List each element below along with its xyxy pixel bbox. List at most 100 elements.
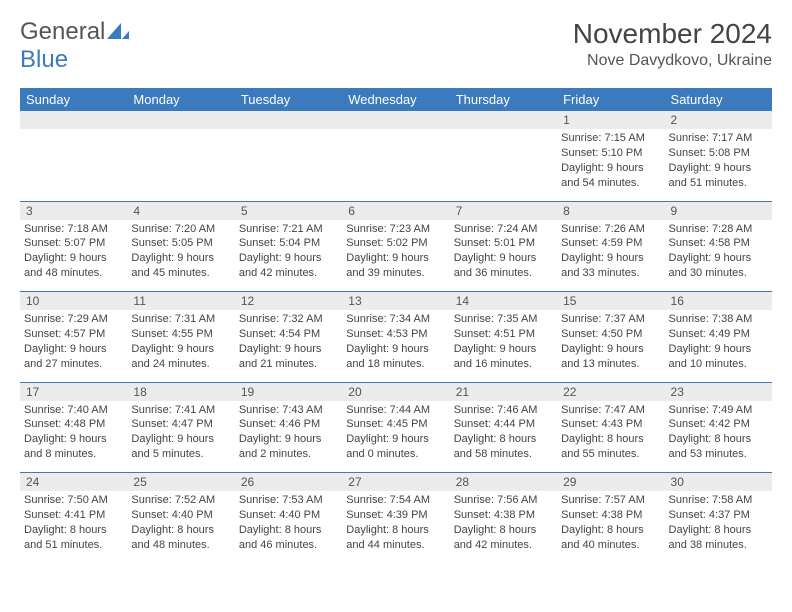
day-number: 8 <box>557 202 664 220</box>
daylight-text: Daylight: 9 hours and 30 minutes. <box>669 251 768 281</box>
daylight-text: Daylight: 8 hours and 42 minutes. <box>454 523 553 553</box>
day-cell: Sunrise: 7:18 AMSunset: 5:07 PMDaylight:… <box>20 220 127 292</box>
logo-text-blue: Blue <box>20 46 68 73</box>
sunrise-text: Sunrise: 7:40 AM <box>24 403 123 418</box>
logo-sail-icon <box>107 18 129 45</box>
day-cell: Sunrise: 7:43 AMSunset: 4:46 PMDaylight:… <box>235 401 342 473</box>
day-cell: Sunrise: 7:44 AMSunset: 4:45 PMDaylight:… <box>342 401 449 473</box>
day-cell: Sunrise: 7:35 AMSunset: 4:51 PMDaylight:… <box>450 310 557 382</box>
day-header: Saturday <box>665 88 772 111</box>
day-details: Sunrise: 7:32 AMSunset: 4:54 PMDaylight:… <box>235 310 342 375</box>
calendar-body: 12Sunrise: 7:15 AMSunset: 5:10 PMDayligh… <box>20 111 772 563</box>
sunset-text: Sunset: 5:04 PM <box>239 236 338 251</box>
daynum-cell: 17 <box>20 382 127 401</box>
day-cell: Sunrise: 7:56 AMSunset: 4:38 PMDaylight:… <box>450 491 557 563</box>
sunset-text: Sunset: 4:55 PM <box>131 327 230 342</box>
day-number: 10 <box>20 292 127 310</box>
day-number: 28 <box>450 473 557 491</box>
day-details: Sunrise: 7:26 AMSunset: 4:59 PMDaylight:… <box>557 220 664 285</box>
day-cell <box>450 129 557 201</box>
calendar-table: SundayMondayTuesdayWednesdayThursdayFrid… <box>20 88 772 563</box>
day-header: Tuesday <box>235 88 342 111</box>
daylight-text: Daylight: 8 hours and 46 minutes. <box>239 523 338 553</box>
day-body-row: Sunrise: 7:29 AMSunset: 4:57 PMDaylight:… <box>20 310 772 382</box>
sunset-text: Sunset: 4:49 PM <box>669 327 768 342</box>
day-number: 15 <box>557 292 664 310</box>
day-number: 1 <box>557 111 664 129</box>
daylight-text: Daylight: 8 hours and 51 minutes. <box>24 523 123 553</box>
sunrise-text: Sunrise: 7:58 AM <box>669 493 768 508</box>
daylight-text: Daylight: 9 hours and 27 minutes. <box>24 342 123 372</box>
day-number: 4 <box>127 202 234 220</box>
day-cell: Sunrise: 7:32 AMSunset: 4:54 PMDaylight:… <box>235 310 342 382</box>
daynum-cell <box>450 111 557 129</box>
day-cell: Sunrise: 7:24 AMSunset: 5:01 PMDaylight:… <box>450 220 557 292</box>
day-number <box>450 111 557 129</box>
day-number: 22 <box>557 383 664 401</box>
day-header: Wednesday <box>342 88 449 111</box>
daynum-cell: 1 <box>557 111 664 129</box>
day-cell: Sunrise: 7:28 AMSunset: 4:58 PMDaylight:… <box>665 220 772 292</box>
day-cell: Sunrise: 7:21 AMSunset: 5:04 PMDaylight:… <box>235 220 342 292</box>
day-details <box>342 129 449 135</box>
sunrise-text: Sunrise: 7:56 AM <box>454 493 553 508</box>
sunset-text: Sunset: 4:58 PM <box>669 236 768 251</box>
day-details <box>450 129 557 135</box>
daynum-cell: 18 <box>127 382 234 401</box>
sunset-text: Sunset: 4:51 PM <box>454 327 553 342</box>
sunset-text: Sunset: 4:46 PM <box>239 417 338 432</box>
daynum-cell <box>235 111 342 129</box>
day-number <box>235 111 342 129</box>
day-body-row: Sunrise: 7:40 AMSunset: 4:48 PMDaylight:… <box>20 401 772 473</box>
month-title: November 2024 <box>573 18 772 50</box>
day-cell: Sunrise: 7:41 AMSunset: 4:47 PMDaylight:… <box>127 401 234 473</box>
day-details: Sunrise: 7:49 AMSunset: 4:42 PMDaylight:… <box>665 401 772 466</box>
sunrise-text: Sunrise: 7:49 AM <box>669 403 768 418</box>
day-number: 17 <box>20 383 127 401</box>
sunrise-text: Sunrise: 7:47 AM <box>561 403 660 418</box>
sunrise-text: Sunrise: 7:46 AM <box>454 403 553 418</box>
sunset-text: Sunset: 4:45 PM <box>346 417 445 432</box>
sunrise-text: Sunrise: 7:43 AM <box>239 403 338 418</box>
day-cell: Sunrise: 7:17 AMSunset: 5:08 PMDaylight:… <box>665 129 772 201</box>
sunrise-text: Sunrise: 7:18 AM <box>24 222 123 237</box>
daynum-row: 24252627282930 <box>20 473 772 492</box>
day-number: 3 <box>20 202 127 220</box>
day-details: Sunrise: 7:43 AMSunset: 4:46 PMDaylight:… <box>235 401 342 466</box>
day-details: Sunrise: 7:56 AMSunset: 4:38 PMDaylight:… <box>450 491 557 556</box>
day-cell: Sunrise: 7:38 AMSunset: 4:49 PMDaylight:… <box>665 310 772 382</box>
day-details: Sunrise: 7:21 AMSunset: 5:04 PMDaylight:… <box>235 220 342 285</box>
day-details: Sunrise: 7:46 AMSunset: 4:44 PMDaylight:… <box>450 401 557 466</box>
sunrise-text: Sunrise: 7:17 AM <box>669 131 768 146</box>
day-details: Sunrise: 7:57 AMSunset: 4:38 PMDaylight:… <box>557 491 664 556</box>
day-details: Sunrise: 7:40 AMSunset: 4:48 PMDaylight:… <box>20 401 127 466</box>
sunrise-text: Sunrise: 7:21 AM <box>239 222 338 237</box>
daynum-row: 12 <box>20 111 772 129</box>
sunset-text: Sunset: 4:54 PM <box>239 327 338 342</box>
daynum-cell: 9 <box>665 201 772 220</box>
sunset-text: Sunset: 4:38 PM <box>454 508 553 523</box>
day-cell: Sunrise: 7:40 AMSunset: 4:48 PMDaylight:… <box>20 401 127 473</box>
sunset-text: Sunset: 5:08 PM <box>669 146 768 161</box>
daylight-text: Daylight: 8 hours and 40 minutes. <box>561 523 660 553</box>
sunset-text: Sunset: 4:43 PM <box>561 417 660 432</box>
sunset-text: Sunset: 4:48 PM <box>24 417 123 432</box>
day-number: 18 <box>127 383 234 401</box>
title-block: November 2024 Nove Davydkovo, Ukraine <box>573 18 772 70</box>
day-header-row: SundayMondayTuesdayWednesdayThursdayFrid… <box>20 88 772 111</box>
daynum-row: 3456789 <box>20 201 772 220</box>
day-number: 25 <box>127 473 234 491</box>
daylight-text: Daylight: 9 hours and 36 minutes. <box>454 251 553 281</box>
daynum-cell: 28 <box>450 473 557 492</box>
day-body-row: Sunrise: 7:18 AMSunset: 5:07 PMDaylight:… <box>20 220 772 292</box>
day-cell <box>342 129 449 201</box>
day-cell: Sunrise: 7:23 AMSunset: 5:02 PMDaylight:… <box>342 220 449 292</box>
day-number: 20 <box>342 383 449 401</box>
day-header: Friday <box>557 88 664 111</box>
daylight-text: Daylight: 9 hours and 16 minutes. <box>454 342 553 372</box>
sunrise-text: Sunrise: 7:52 AM <box>131 493 230 508</box>
day-cell: Sunrise: 7:20 AMSunset: 5:05 PMDaylight:… <box>127 220 234 292</box>
logo-text-general: General <box>20 18 105 45</box>
daylight-text: Daylight: 9 hours and 21 minutes. <box>239 342 338 372</box>
day-details: Sunrise: 7:17 AMSunset: 5:08 PMDaylight:… <box>665 129 772 194</box>
